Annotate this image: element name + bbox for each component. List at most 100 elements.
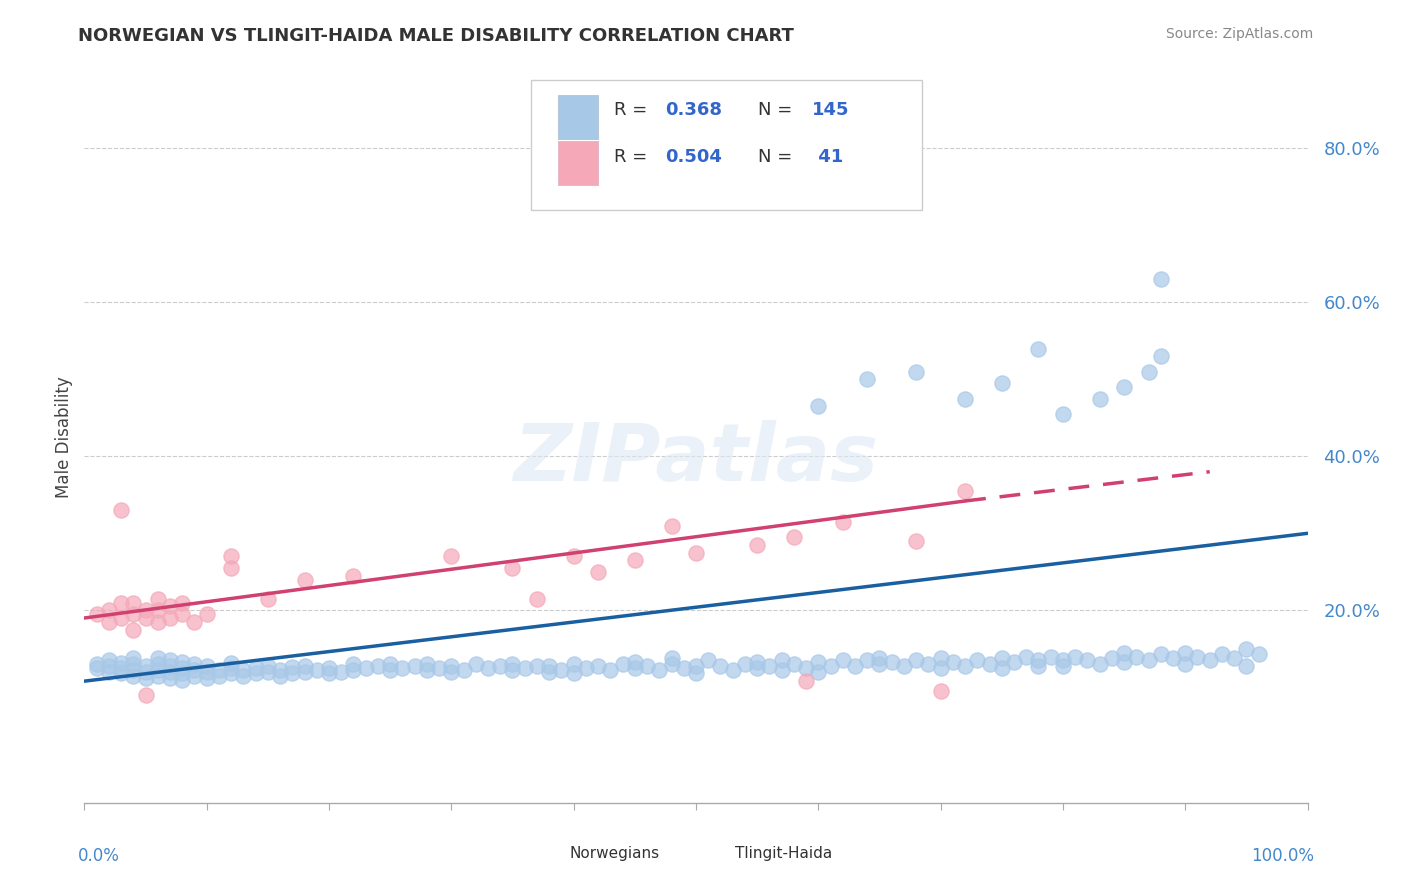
Point xyxy=(562,549,585,564)
Point xyxy=(794,674,817,689)
Point xyxy=(281,666,304,681)
Point xyxy=(794,661,817,675)
Point xyxy=(1052,658,1074,673)
Point xyxy=(1223,651,1246,665)
Point xyxy=(538,658,561,673)
Point xyxy=(685,658,707,673)
Point xyxy=(135,688,157,702)
Point xyxy=(122,657,145,672)
Point xyxy=(342,568,364,582)
Point xyxy=(502,561,524,575)
Point xyxy=(856,372,879,386)
Point xyxy=(550,664,572,678)
Text: 0.0%: 0.0% xyxy=(79,847,120,864)
Point xyxy=(208,664,231,678)
Point xyxy=(195,607,218,622)
Point xyxy=(195,671,218,685)
Point xyxy=(1150,647,1173,661)
Point xyxy=(562,657,585,672)
Point xyxy=(1064,649,1087,664)
Point xyxy=(489,658,512,673)
Point xyxy=(477,661,499,675)
Point xyxy=(831,653,853,667)
Point xyxy=(770,664,793,678)
Text: Tlingit-Haida: Tlingit-Haida xyxy=(735,846,832,861)
FancyBboxPatch shape xyxy=(702,841,728,865)
Point xyxy=(219,656,242,670)
Point xyxy=(685,545,707,559)
Point xyxy=(219,666,242,681)
Point xyxy=(172,673,194,687)
Point xyxy=(146,664,169,678)
Point xyxy=(146,603,169,617)
Point xyxy=(135,665,157,679)
Point xyxy=(172,596,194,610)
Point xyxy=(219,561,242,575)
Text: NORWEGIAN VS TLINGIT-HAIDA MALE DISABILITY CORRELATION CHART: NORWEGIAN VS TLINGIT-HAIDA MALE DISABILI… xyxy=(79,28,794,45)
Text: N =: N = xyxy=(758,101,799,119)
Y-axis label: Male Disability: Male Disability xyxy=(55,376,73,498)
Point xyxy=(991,376,1014,391)
Point xyxy=(97,658,120,673)
Point xyxy=(1236,641,1258,656)
Point xyxy=(110,661,132,675)
Point xyxy=(245,666,267,681)
Text: Norwegians: Norwegians xyxy=(569,846,659,861)
Point xyxy=(991,661,1014,675)
Point xyxy=(1247,647,1270,661)
Point xyxy=(612,657,634,672)
Point xyxy=(135,611,157,625)
Point xyxy=(122,669,145,683)
Point xyxy=(880,655,903,669)
Point xyxy=(599,664,621,678)
Point xyxy=(464,657,486,672)
Text: 41: 41 xyxy=(813,148,844,166)
Point xyxy=(159,665,181,679)
Point xyxy=(979,657,1001,672)
Point xyxy=(245,661,267,675)
Point xyxy=(97,653,120,667)
Point xyxy=(661,657,683,672)
Point xyxy=(110,656,132,670)
Point xyxy=(330,665,353,679)
Point xyxy=(1174,657,1197,672)
Point xyxy=(1101,651,1123,665)
Point xyxy=(562,666,585,681)
Point xyxy=(208,669,231,683)
Point xyxy=(586,565,609,579)
Point xyxy=(159,653,181,667)
Point xyxy=(440,658,463,673)
Point xyxy=(172,666,194,681)
Point xyxy=(661,518,683,533)
Point xyxy=(1028,653,1050,667)
Point xyxy=(86,657,108,672)
Point xyxy=(1052,407,1074,421)
Point xyxy=(1137,653,1160,667)
Text: N =: N = xyxy=(758,148,799,166)
Point xyxy=(219,661,242,675)
Point xyxy=(232,669,254,683)
Point xyxy=(122,596,145,610)
Point xyxy=(318,661,340,675)
Point xyxy=(1150,272,1173,286)
Point xyxy=(869,651,891,665)
Point xyxy=(648,664,671,678)
Point xyxy=(183,615,205,629)
Point xyxy=(427,661,450,675)
Point xyxy=(122,623,145,637)
Point xyxy=(1015,649,1038,664)
Point xyxy=(747,655,769,669)
Point xyxy=(257,665,280,679)
Point xyxy=(820,658,842,673)
Point xyxy=(380,657,402,672)
Point xyxy=(905,365,928,379)
Point xyxy=(526,658,548,673)
Point xyxy=(526,591,548,606)
Point xyxy=(697,653,720,667)
Point xyxy=(219,549,242,564)
Point xyxy=(807,399,830,413)
Text: 0.504: 0.504 xyxy=(665,148,723,166)
Point xyxy=(624,553,647,567)
Point xyxy=(953,658,976,673)
Point xyxy=(672,661,695,675)
